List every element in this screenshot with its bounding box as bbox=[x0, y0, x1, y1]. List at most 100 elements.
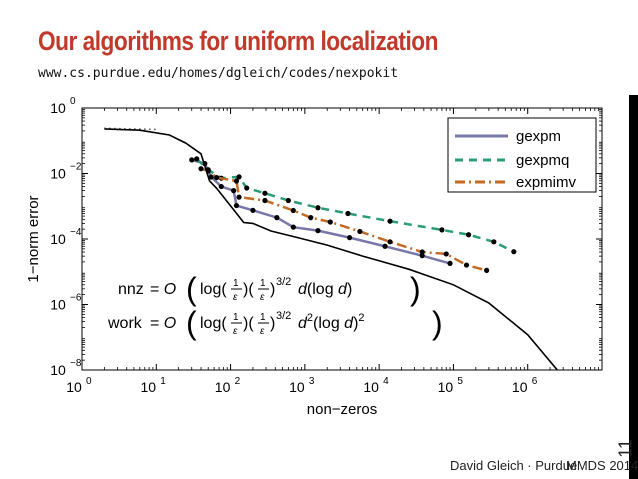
y-tick-label: 10 bbox=[50, 100, 66, 116]
y-tick-exponent: −8 bbox=[70, 358, 82, 369]
data-point-gexpm bbox=[346, 235, 353, 241]
formula-work-mid: )( bbox=[243, 315, 254, 332]
data-point-gexpm bbox=[447, 260, 453, 266]
legend-label-gexpm: gexpm bbox=[516, 128, 561, 145]
formula-work-eq: = O bbox=[150, 315, 176, 332]
data-point-expmimv bbox=[236, 194, 242, 200]
formula-work-close: ) bbox=[270, 315, 275, 332]
formula-nnz-power: 3/2 bbox=[276, 276, 291, 288]
data-point-expmimv bbox=[327, 219, 333, 225]
data-point-gexpmq bbox=[244, 185, 250, 191]
formula-nnz-inner: d(log d) bbox=[298, 281, 352, 298]
data-point-gexpmq bbox=[285, 197, 291, 204]
data-point-expmimv bbox=[198, 166, 204, 172]
data-point-expmimv bbox=[463, 262, 470, 268]
y-tick-exponent: −6 bbox=[70, 293, 82, 304]
formula-nnz-paren-right: ) bbox=[410, 271, 421, 307]
data-point-gexpmq bbox=[236, 174, 242, 180]
x-tick-exponent: 6 bbox=[532, 376, 538, 387]
formula-work-paren-left: ( bbox=[186, 305, 197, 341]
data-point-gexpmq bbox=[387, 218, 393, 224]
y-tick-exponent: −2 bbox=[70, 162, 82, 173]
data-point-gexpm bbox=[382, 243, 388, 249]
data-point-gexpm bbox=[231, 188, 237, 194]
formula-work-inner: d2(log d)2 bbox=[298, 312, 365, 332]
y-tick-label: 10 bbox=[50, 231, 66, 247]
formula-nnz-eq: = O bbox=[150, 281, 176, 298]
y-axis-label: 1−norm error bbox=[25, 195, 42, 282]
formula-nnz-mid: )( bbox=[243, 281, 254, 298]
data-point-expmimv bbox=[214, 174, 220, 181]
footer-event: MMDS 2014 bbox=[566, 458, 638, 473]
data-point-gexpm bbox=[315, 228, 321, 234]
x-tick-label: 10 bbox=[66, 379, 82, 395]
formula-work-power: 3/2 bbox=[276, 310, 291, 322]
data-point-gexpmq bbox=[262, 190, 268, 196]
formula-nnz-paren-left: ( bbox=[186, 271, 197, 307]
formula-work-frac2: 1 bbox=[260, 312, 266, 323]
x-tick-exponent: 2 bbox=[235, 376, 241, 387]
data-point-expmimv bbox=[443, 251, 449, 257]
formula-nnz-lhs: nnz bbox=[118, 281, 144, 298]
formula-nnz: nnz = O ( log( 1 ε )( 1 ε ) 3/2 d(log d)… bbox=[118, 271, 421, 307]
legend-label-expmimv: expmimv bbox=[516, 174, 577, 191]
data-point-gexpm bbox=[233, 202, 240, 209]
data-point-gexpmq bbox=[491, 239, 497, 245]
formula-work: work = O ( log( 1 ε )( 1 ε ) 3/2 d2(log … bbox=[107, 305, 443, 341]
data-point-gexpmq bbox=[439, 227, 445, 233]
x-tick-label: 10 bbox=[140, 379, 156, 395]
data-point-expmimv bbox=[290, 207, 296, 214]
data-point-gexpm bbox=[189, 157, 195, 163]
formula-nnz-eps2: ε bbox=[260, 292, 265, 303]
slide-url: www.cs.purdue.edu/homes/dgleich/codes/ne… bbox=[38, 66, 399, 81]
data-point-gexpmq bbox=[315, 205, 321, 211]
data-point-expmimv bbox=[419, 249, 425, 255]
data-point-expmimv bbox=[484, 267, 490, 273]
data-point-gexpm bbox=[208, 174, 214, 180]
data-point-gexpm bbox=[274, 215, 280, 221]
formula-work-lhs: work bbox=[107, 315, 143, 332]
data-point-gexpm bbox=[218, 183, 224, 190]
data-point-expmimv bbox=[262, 197, 268, 204]
slide-sidebar-bar bbox=[629, 95, 638, 479]
x-tick-label: 10 bbox=[512, 379, 528, 395]
legend-label-gexpmq: gexpmq bbox=[516, 152, 569, 169]
data-point-gexpm bbox=[290, 224, 296, 230]
formula-nnz-frac2: 1 bbox=[260, 278, 266, 289]
data-point-expmimv bbox=[308, 215, 314, 221]
formula-nnz-eps1: ε bbox=[233, 292, 238, 303]
slide-title: Our algorithms for uniform localization bbox=[38, 26, 438, 56]
formula-nnz-frac1: 1 bbox=[233, 278, 239, 289]
formula-work-paren-right: ) bbox=[432, 305, 443, 341]
data-point-gexpm bbox=[250, 207, 256, 213]
legend-box bbox=[447, 117, 597, 193]
series-line-reference-3 bbox=[104, 128, 558, 370]
x-tick-exponent: 3 bbox=[309, 376, 315, 387]
x-tick-exponent: 4 bbox=[383, 376, 389, 387]
data-point-gexpmq bbox=[194, 156, 200, 162]
y-tick-label: 10 bbox=[50, 166, 66, 182]
formula-work-frac1: 1 bbox=[233, 312, 239, 323]
formula-work-eps1: ε bbox=[233, 326, 238, 337]
legend: gexpm gexpmq expmimv bbox=[447, 117, 597, 193]
x-tick-label: 10 bbox=[289, 379, 305, 395]
x-tick-label: 10 bbox=[215, 379, 231, 395]
formula-work-eps2: ε bbox=[260, 326, 265, 337]
data-point-gexpmq bbox=[511, 249, 517, 255]
data-point-gexpmq bbox=[465, 232, 472, 238]
series-line-reference-4 bbox=[104, 127, 157, 131]
x-tick-exponent: 0 bbox=[86, 376, 92, 387]
formula-work-log: log( bbox=[200, 315, 227, 332]
page-number: 11 bbox=[615, 439, 636, 458]
data-point-expmimv bbox=[357, 228, 363, 235]
y-tick-label: 10 bbox=[50, 362, 66, 378]
footer-author: David Gleich · Purdue bbox=[450, 458, 578, 473]
y-tick-label: 10 bbox=[50, 297, 66, 313]
x-tick-label: 10 bbox=[363, 379, 379, 395]
data-point-expmimv bbox=[233, 178, 240, 184]
y-tick-exponent: 0 bbox=[70, 96, 76, 107]
y-tick-exponent: −4 bbox=[70, 227, 82, 238]
data-point-gexpm bbox=[419, 253, 425, 259]
formula-nnz-log: log( bbox=[200, 281, 227, 298]
